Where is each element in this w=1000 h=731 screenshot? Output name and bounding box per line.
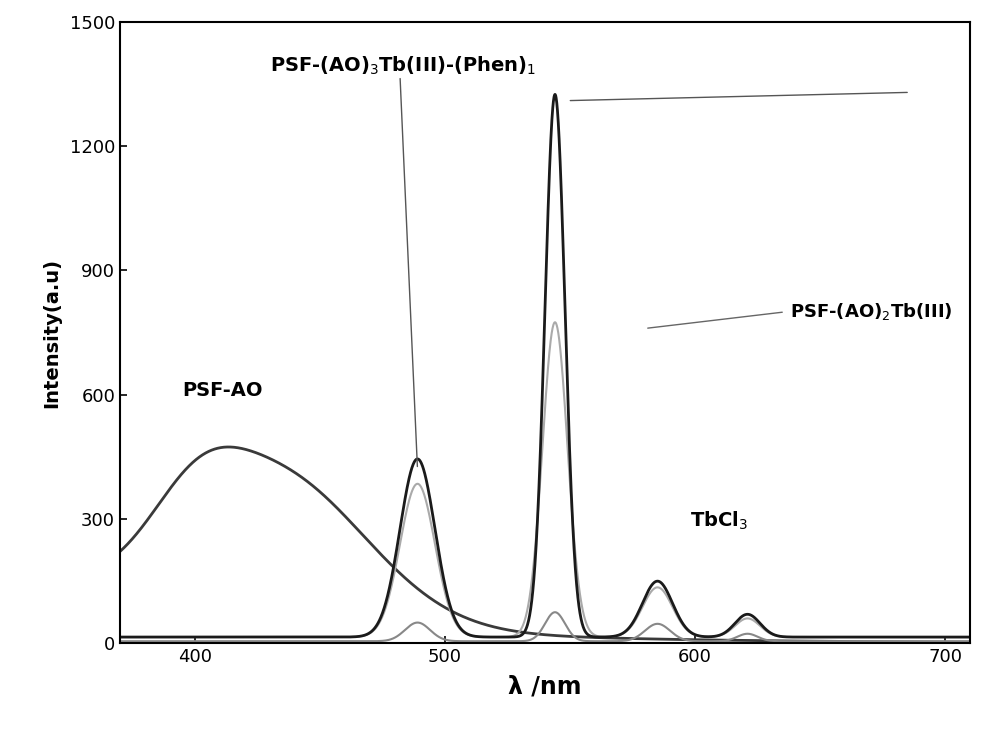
Text: PSF-(AO)$_2$Tb($\mathbf{III}$): PSF-(AO)$_2$Tb($\mathbf{III}$) [790,301,953,322]
Text: TbCl$_3$: TbCl$_3$ [690,510,748,532]
Text: PSF-AO: PSF-AO [183,381,263,400]
X-axis label: λ /nm: λ /nm [508,675,582,699]
Text: PSF-(AO)$_3$Tb($\mathbf{III}$)-(Phen)$_1$: PSF-(AO)$_3$Tb($\mathbf{III}$)-(Phen)$_1… [270,54,536,77]
Y-axis label: Intensity(a.u): Intensity(a.u) [42,257,61,408]
